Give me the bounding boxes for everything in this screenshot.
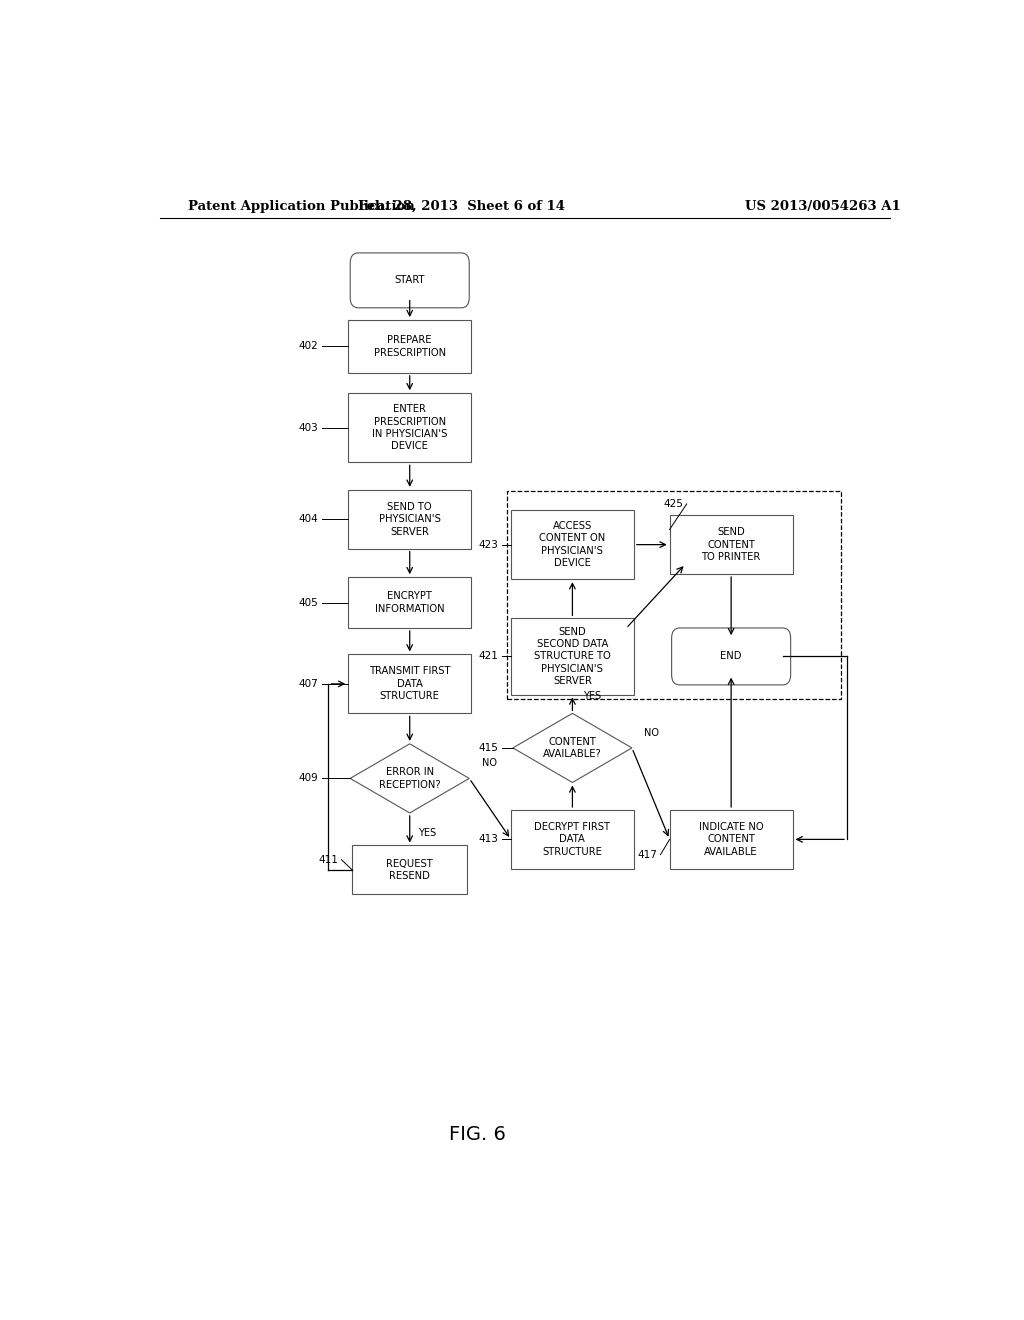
Bar	[348, 490, 471, 549]
Text: 411: 411	[318, 855, 338, 865]
Text: DECRYPT FIRST
DATA
STRUCTURE: DECRYPT FIRST DATA STRUCTURE	[535, 822, 610, 857]
Text: ENCRYPT
INFORMATION: ENCRYPT INFORMATION	[375, 591, 444, 614]
Bar	[670, 515, 793, 574]
Text: 417: 417	[638, 850, 657, 859]
Text: END: END	[721, 652, 741, 661]
Bar	[348, 393, 471, 462]
Text: 405: 405	[299, 598, 318, 607]
Text: NO: NO	[481, 758, 497, 768]
Text: Patent Application Publication: Patent Application Publication	[187, 199, 415, 213]
Text: TRANSMIT FIRST
DATA
STRUCTURE: TRANSMIT FIRST DATA STRUCTURE	[369, 667, 451, 701]
Text: YES: YES	[584, 692, 601, 701]
Text: SEND
CONTENT
TO PRINTER: SEND CONTENT TO PRINTER	[701, 527, 761, 562]
Text: Feb. 28, 2013  Sheet 6 of 14: Feb. 28, 2013 Sheet 6 of 14	[357, 199, 565, 213]
Text: 404: 404	[299, 515, 318, 524]
Bar	[348, 577, 471, 628]
Text: NO: NO	[644, 727, 659, 738]
Bar	[511, 810, 634, 869]
Bar	[511, 510, 634, 579]
Text: YES: YES	[418, 828, 436, 838]
Text: 415: 415	[479, 743, 499, 752]
Bar	[352, 846, 467, 894]
Text: ERROR IN
RECEPTION?: ERROR IN RECEPTION?	[379, 767, 440, 789]
Text: SEND TO
PHYSICIAN'S
SERVER: SEND TO PHYSICIAN'S SERVER	[379, 502, 440, 537]
Text: US 2013/0054263 A1: US 2013/0054263 A1	[744, 199, 900, 213]
Text: 403: 403	[299, 422, 318, 433]
Text: PREPARE
PRESCRIPTION: PREPARE PRESCRIPTION	[374, 335, 445, 358]
Text: CONTENT
AVAILABLE?: CONTENT AVAILABLE?	[543, 737, 602, 759]
Text: FIG. 6: FIG. 6	[449, 1125, 506, 1143]
Bar	[511, 618, 634, 694]
Text: SEND
SECOND DATA
STRUCTURE TO
PHYSICIAN'S
SERVER: SEND SECOND DATA STRUCTURE TO PHYSICIAN'…	[535, 627, 610, 686]
Text: 407: 407	[299, 678, 318, 689]
Bar	[348, 655, 471, 713]
Text: 402: 402	[299, 342, 318, 351]
Text: INDICATE NO
CONTENT
AVAILABLE: INDICATE NO CONTENT AVAILABLE	[698, 822, 764, 857]
Bar	[507, 491, 841, 700]
Bar	[670, 810, 793, 869]
Bar	[348, 319, 471, 372]
Text: 421: 421	[479, 652, 499, 661]
Text: 409: 409	[299, 774, 318, 783]
Text: ACCESS
CONTENT ON
PHYSICIAN'S
DEVICE: ACCESS CONTENT ON PHYSICIAN'S DEVICE	[540, 521, 605, 568]
Text: ENTER
PRESCRIPTION
IN PHYSICIAN'S
DEVICE: ENTER PRESCRIPTION IN PHYSICIAN'S DEVICE	[372, 404, 447, 451]
Text: REQUEST
RESEND: REQUEST RESEND	[386, 859, 433, 880]
Text: 425: 425	[664, 499, 684, 510]
Text: 423: 423	[479, 540, 499, 549]
Text: 413: 413	[479, 834, 499, 845]
Text: START: START	[394, 276, 425, 285]
